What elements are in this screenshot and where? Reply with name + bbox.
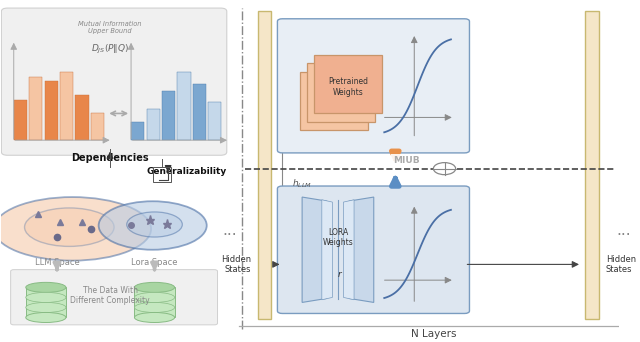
- FancyBboxPatch shape: [1, 8, 227, 155]
- Text: LORA
Weights: LORA Weights: [323, 228, 353, 247]
- Bar: [208, 102, 221, 140]
- Ellipse shape: [26, 313, 66, 323]
- Ellipse shape: [0, 197, 151, 261]
- Text: The Data With
Different Complexity: The Data With Different Complexity: [70, 286, 150, 305]
- Bar: [585, 11, 598, 319]
- Text: ...: ...: [616, 223, 630, 238]
- Circle shape: [433, 162, 456, 175]
- Text: $r$: $r$: [337, 269, 344, 279]
- Bar: [45, 81, 58, 140]
- Text: Hidden
States: Hidden States: [221, 255, 252, 274]
- Text: ...: ...: [223, 223, 237, 238]
- FancyBboxPatch shape: [300, 71, 367, 130]
- FancyBboxPatch shape: [277, 19, 470, 153]
- Ellipse shape: [26, 282, 66, 292]
- Polygon shape: [302, 197, 327, 302]
- Text: Generalizability: Generalizability: [147, 168, 227, 176]
- Text: Pretrained
Weights: Pretrained Weights: [328, 77, 369, 97]
- FancyBboxPatch shape: [314, 55, 382, 114]
- Text: $D_{JS}(P\|Q)$: $D_{JS}(P\|Q)$: [91, 43, 129, 56]
- Ellipse shape: [134, 313, 175, 323]
- FancyBboxPatch shape: [277, 186, 470, 314]
- Text: N Layers: N Layers: [411, 329, 456, 339]
- Ellipse shape: [26, 292, 66, 302]
- Ellipse shape: [127, 212, 182, 237]
- Polygon shape: [322, 200, 332, 300]
- Polygon shape: [349, 197, 374, 302]
- Bar: [134, 287, 175, 317]
- Bar: [76, 95, 88, 140]
- Bar: [13, 100, 27, 140]
- Text: MIUB: MIUB: [393, 156, 420, 165]
- Text: LLM Space: LLM Space: [35, 259, 79, 267]
- Bar: [91, 113, 104, 140]
- Ellipse shape: [26, 302, 66, 313]
- Bar: [147, 109, 159, 140]
- Text: Dependencies: Dependencies: [71, 153, 149, 162]
- Bar: [26, 287, 66, 317]
- Ellipse shape: [134, 292, 175, 302]
- Ellipse shape: [134, 302, 175, 313]
- Text: Hidden
States: Hidden States: [606, 255, 636, 274]
- Text: Mutual Information
Upper Bound: Mutual Information Upper Bound: [78, 22, 142, 35]
- Ellipse shape: [99, 201, 207, 250]
- Text: $h_{LLM}$: $h_{LLM}$: [292, 177, 312, 190]
- Ellipse shape: [24, 208, 114, 246]
- FancyBboxPatch shape: [11, 269, 218, 325]
- Bar: [131, 122, 144, 140]
- Bar: [258, 11, 271, 319]
- Text: Lora Space: Lora Space: [131, 259, 178, 267]
- Bar: [162, 91, 175, 140]
- Ellipse shape: [134, 282, 175, 292]
- Bar: [177, 73, 191, 140]
- Bar: [29, 77, 42, 140]
- Polygon shape: [344, 200, 354, 300]
- FancyBboxPatch shape: [307, 63, 375, 122]
- Bar: [193, 84, 206, 140]
- Bar: [60, 73, 73, 140]
